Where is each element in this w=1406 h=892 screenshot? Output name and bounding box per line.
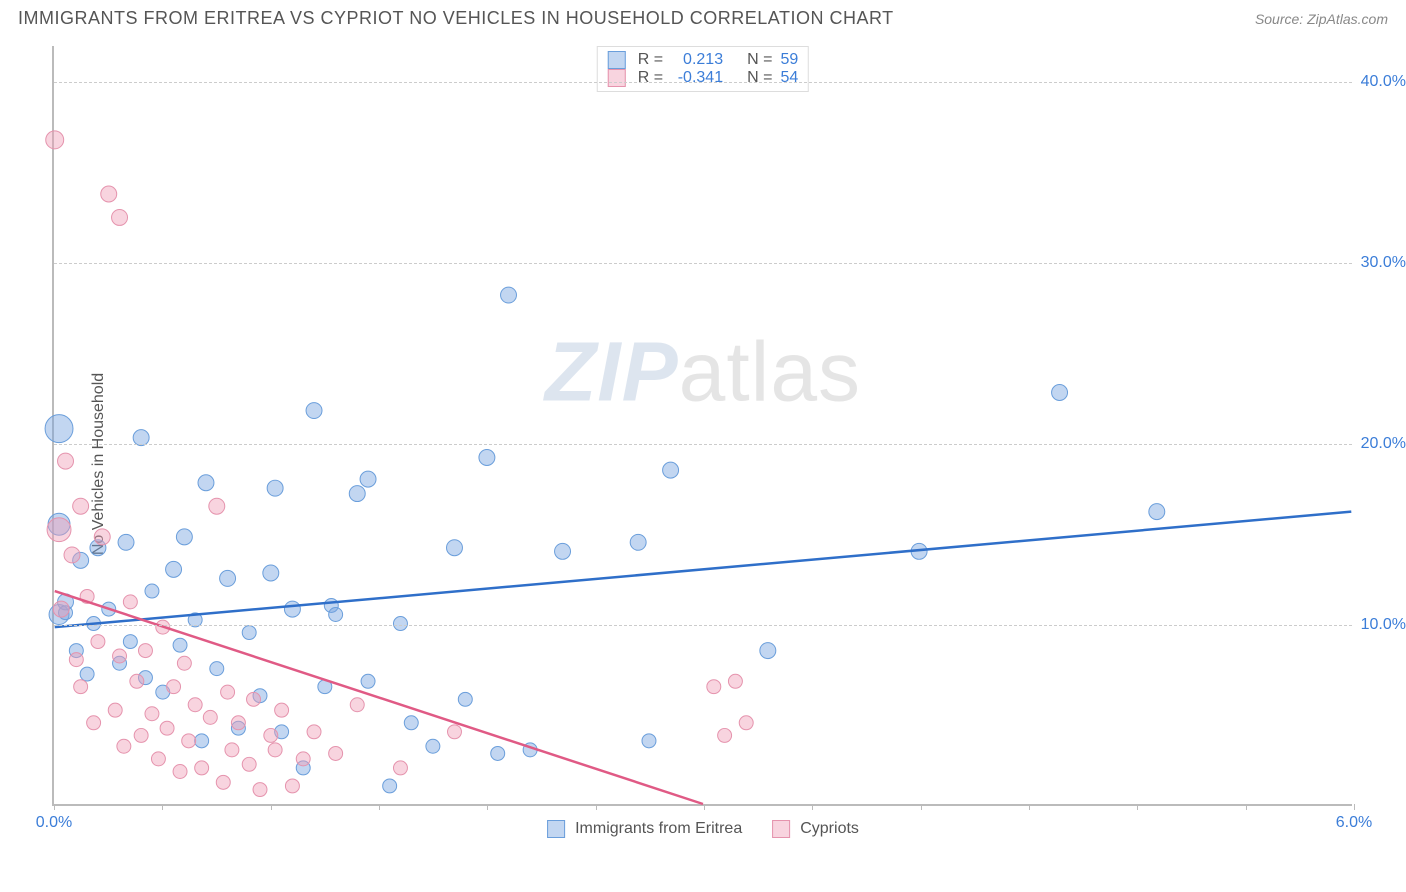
y-tick-label: 30.0%	[1356, 254, 1406, 272]
legend-row: R = 0.213 N = 59	[608, 51, 798, 69]
y-tick-label: 40.0%	[1356, 73, 1406, 91]
chart-title: IMMIGRANTS FROM ERITREA VS CYPRIOT NO VE…	[18, 8, 894, 29]
legend-item: Cypriots	[772, 820, 859, 838]
swatch-icon	[608, 51, 626, 69]
x-tick	[487, 804, 488, 810]
x-tick	[162, 804, 163, 810]
x-tick	[812, 804, 813, 810]
x-tick	[1246, 804, 1247, 810]
gridline	[54, 444, 1352, 445]
x-tick	[596, 804, 597, 810]
correlation-legend: R = 0.213 N = 59 R = -0.341 N = 54	[597, 46, 809, 92]
x-tick	[1137, 804, 1138, 810]
regression-line	[55, 512, 1352, 628]
source-label: Source: ZipAtlas.com	[1255, 11, 1388, 27]
plot-area: ZIPatlas R = 0.213 N = 59 R = -0.341 N =…	[52, 46, 1352, 806]
x-tick	[54, 804, 55, 810]
swatch-icon	[547, 820, 565, 838]
x-tick	[271, 804, 272, 810]
legend-row: R = -0.341 N = 54	[608, 69, 798, 87]
x-tick	[1354, 804, 1355, 810]
swatch-icon	[772, 820, 790, 838]
lines-layer	[54, 46, 1352, 804]
x-tick-label: 6.0%	[1336, 814, 1372, 832]
gridline	[54, 625, 1352, 626]
x-tick-label: 0.0%	[36, 814, 72, 832]
legend-item: Immigrants from Eritrea	[547, 820, 742, 838]
chart-container: No Vehicles in Household ZIPatlas R = 0.…	[0, 36, 1406, 892]
x-tick	[379, 804, 380, 810]
series-legend: Immigrants from Eritrea Cypriots	[547, 820, 859, 838]
x-tick	[704, 804, 705, 810]
y-tick-label: 10.0%	[1356, 616, 1406, 634]
gridline	[54, 263, 1352, 264]
x-tick	[921, 804, 922, 810]
regression-line	[55, 591, 703, 804]
swatch-icon	[608, 69, 626, 87]
gridline	[54, 82, 1352, 83]
x-tick	[1029, 804, 1030, 810]
y-tick-label: 20.0%	[1356, 435, 1406, 453]
